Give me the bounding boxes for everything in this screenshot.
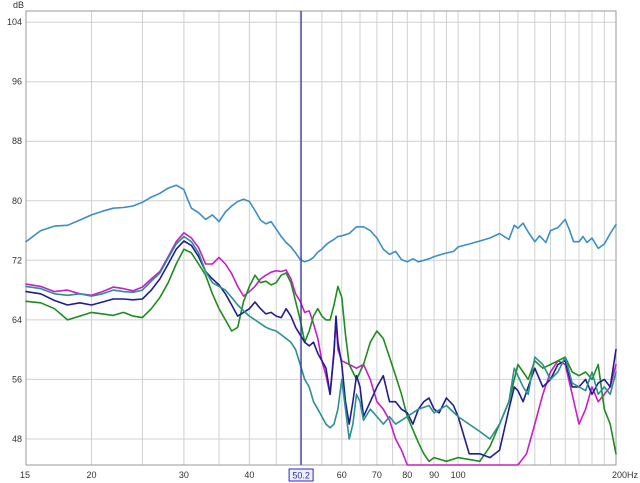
series-line-1 [25,184,617,263]
y-tick-label: 72 [12,255,22,265]
x-tick-label: 60 [337,470,347,480]
x-tick-label: 30 [179,470,189,480]
y-tick-label: 56 [12,374,22,384]
x-tick-label: 20 [86,470,96,480]
x-tick-label: 90 [429,470,439,480]
y-tick-label: 64 [12,315,22,325]
x-tick-label: 15 [20,470,30,480]
series-line-5 [25,235,617,440]
x-tick-label: 200Hz [612,470,639,480]
cursor-group[interactable]: 50.2 [288,11,314,482]
series-line-3 [25,248,617,463]
cursor-value-box[interactable] [288,468,314,482]
x-tick-label: 70 [372,470,382,480]
x-tick-label: 80 [402,470,412,480]
axis-labels: 48 56 64 72 80 88 96 104 15 20 30 40 60 70 80 90 100 200H… [7,17,639,480]
series-line-4 [25,240,617,459]
plot-frame [25,10,617,466]
y-tick-label: 88 [12,136,22,146]
y-tick-label: 104 [7,17,22,27]
y-tick-label: 80 [12,196,22,206]
series-group [25,184,617,466]
x-tick-label: 40 [244,470,254,480]
y-tick-label: 96 [12,77,22,87]
y-unit-label: dB [13,0,24,10]
cursor-value-label: 50.2 [292,471,310,481]
x-tick-label: 100 [451,470,466,480]
y-tick-label: 48 [12,434,22,444]
